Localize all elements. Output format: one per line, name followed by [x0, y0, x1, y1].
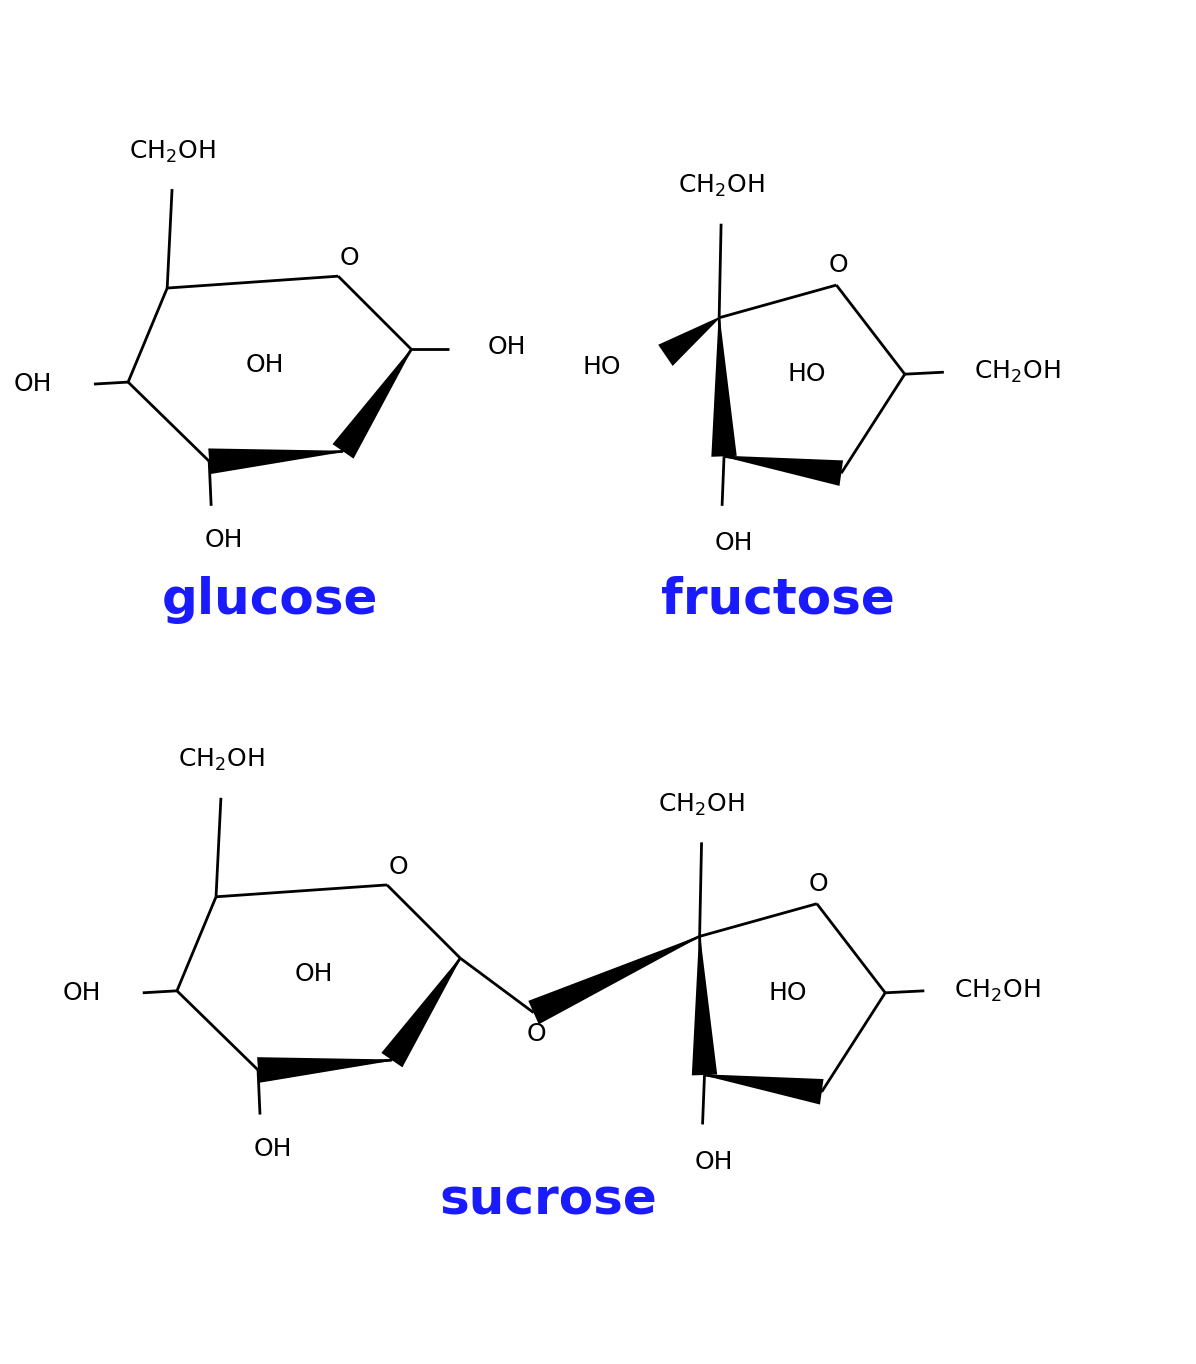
Polygon shape — [208, 449, 343, 475]
Text: O: O — [829, 254, 848, 277]
Text: OH: OH — [294, 962, 332, 986]
Text: CH$_2$OH: CH$_2$OH — [178, 747, 264, 773]
Polygon shape — [691, 936, 718, 1075]
Text: CH$_2$OH: CH$_2$OH — [974, 359, 1061, 385]
Text: fructose: fructose — [661, 576, 895, 623]
Text: OH: OH — [62, 981, 100, 1005]
Polygon shape — [704, 1075, 824, 1105]
Text: HO: HO — [768, 981, 807, 1005]
Text: OH: OH — [695, 1150, 733, 1174]
Polygon shape — [658, 318, 720, 366]
Text: sucrose: sucrose — [439, 1177, 657, 1225]
Polygon shape — [257, 1057, 392, 1083]
Text: OH: OH — [254, 1138, 292, 1161]
Text: CH$_2$OH: CH$_2$OH — [129, 138, 215, 165]
Text: OH: OH — [714, 532, 753, 555]
Text: OH: OH — [245, 353, 285, 378]
Text: OH: OH — [205, 528, 243, 552]
Text: glucose: glucose — [161, 576, 378, 623]
Text: CH$_2$OH: CH$_2$OH — [678, 173, 764, 199]
Text: HO: HO — [788, 363, 826, 386]
Text: O: O — [526, 1023, 547, 1046]
Text: O: O — [340, 247, 360, 270]
Text: CH$_2$OH: CH$_2$OH — [954, 978, 1041, 1004]
Polygon shape — [712, 318, 737, 457]
Polygon shape — [529, 936, 700, 1024]
Polygon shape — [724, 456, 843, 486]
Text: OH: OH — [13, 372, 51, 396]
Text: O: O — [389, 855, 409, 878]
Polygon shape — [332, 349, 411, 458]
Polygon shape — [382, 958, 460, 1068]
Text: HO: HO — [582, 355, 622, 379]
Text: OH: OH — [488, 336, 526, 360]
Text: O: O — [808, 872, 829, 896]
Text: CH$_2$OH: CH$_2$OH — [658, 791, 745, 818]
